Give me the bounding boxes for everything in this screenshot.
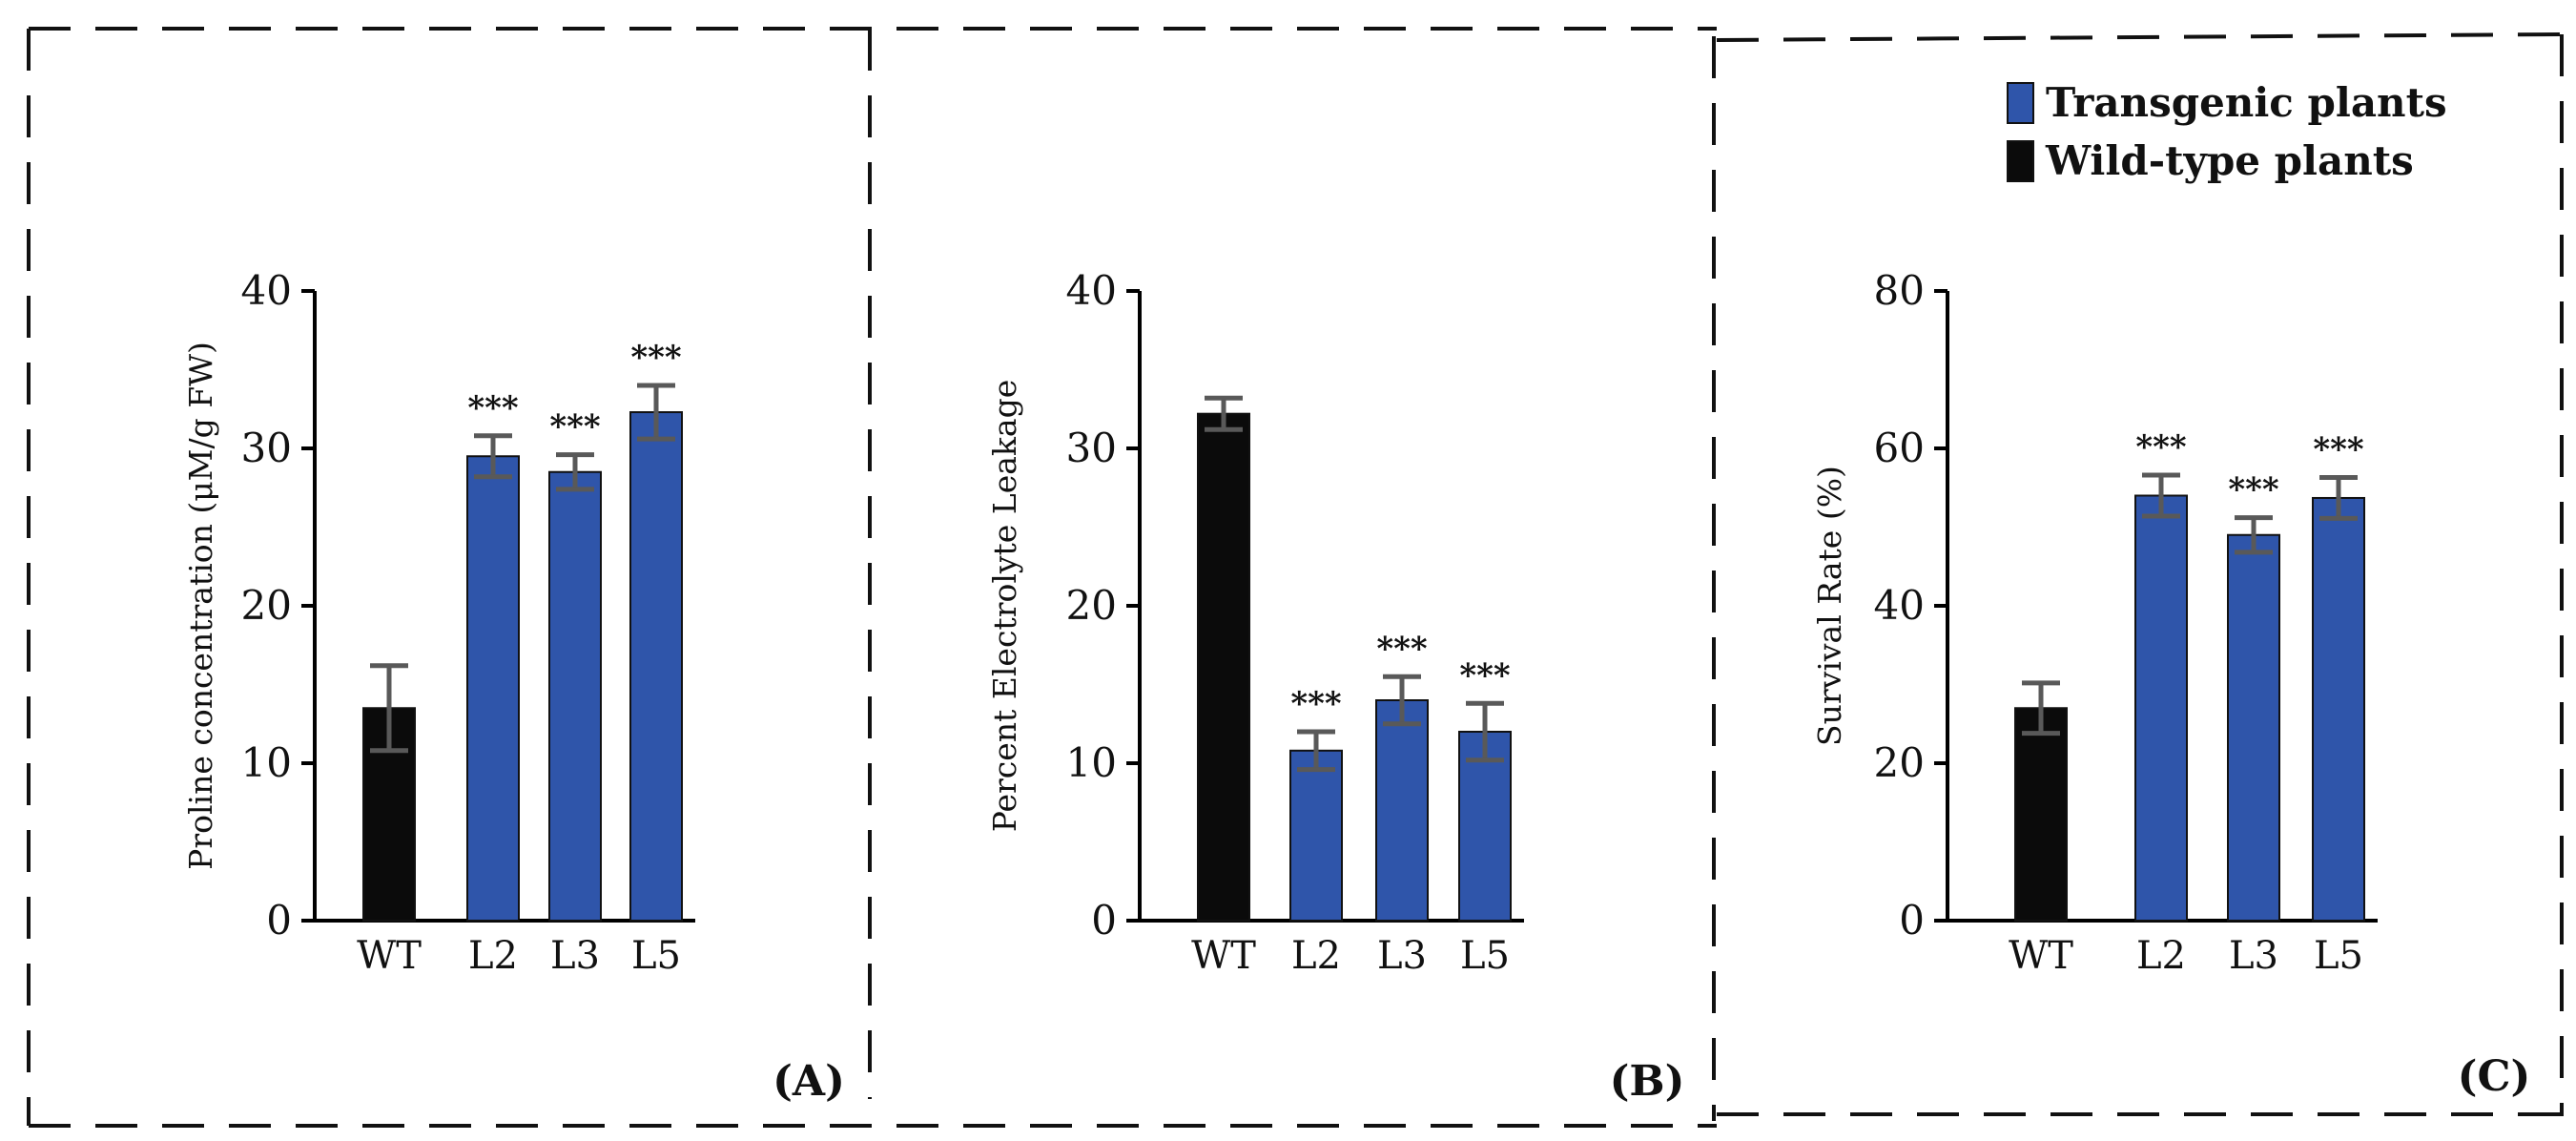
significance-label: *** [2313,431,2364,469]
frame-top-right [1716,32,2563,42]
legend: Transgenic plants Wild-type plants [2007,79,2447,184]
significance-label: *** [549,408,601,446]
legend-label-wild-type: Wild-type plants [2045,137,2414,184]
x-tick-label: L2 [468,934,518,978]
error-bar-l2 [474,433,512,480]
y-tick-label: 40 [1874,582,1925,629]
bar-l2 [2134,494,2188,922]
error-bar-l5 [1466,700,1504,763]
y-tick-label: 60 [1874,425,1925,471]
x-tick-label: L2 [2136,934,2186,978]
bar-l5 [1458,731,1512,922]
bar-wt [2014,707,2068,922]
significance-label: *** [2135,428,2187,467]
bar-l3 [1375,699,1429,922]
x-tick-label: L5 [631,934,681,978]
y-tick-label: 0 [1899,897,1925,944]
bar-l5 [629,411,683,922]
y-axis-label: Percent Electrolyte Leakage [986,380,1023,833]
error-bar-l2 [2142,472,2180,519]
y-tick-label: 20 [1066,582,1117,629]
y-axis-label: Survival Rate (%) [1811,466,1848,746]
bar-l3 [548,470,602,922]
y-tick-label: 20 [241,582,292,629]
panel-label: (C) [2458,1052,2531,1101]
y-tick-label: 40 [241,267,292,314]
error-bar-l3 [2235,515,2273,555]
error-bar-l5 [637,383,675,442]
y-tick-label: 0 [1091,897,1117,944]
error-bar-wt [370,663,408,754]
y-tick-label: 40 [1066,267,1117,314]
panel-frames [27,27,2564,1128]
x-tick-label: L3 [1377,934,1427,978]
significance-label: *** [1376,630,1428,668]
y-tick-label: 10 [1066,739,1117,786]
chart-panels: 0 10 20 30 40 Proline concentration (μM/g FW)… [182,267,2530,1106]
significance-label: *** [2228,471,2279,509]
significance-label: *** [1290,685,1342,723]
error-bar-l3 [1383,674,1421,727]
bar-l3 [2227,533,2280,922]
error-bar-l2 [1297,729,1335,773]
error-bar-l5 [2319,475,2358,521]
error-bar-wt [2022,680,2060,736]
legend-label-transgenic: Transgenic plants [2046,79,2447,126]
error-bar-wt [1205,395,1243,432]
x-tick-label: L5 [2314,934,2363,978]
x-tick-label: L5 [1460,934,1510,978]
legend-swatch-transgenic [2007,82,2034,124]
panel-label: (A) [773,1057,845,1106]
panel-label: (B) [1610,1057,1685,1106]
x-tick-label: WT [357,934,422,978]
x-tick-label: L2 [1291,934,1341,978]
legend-swatch-wild-type [2007,140,2034,182]
x-tick-label: WT [1191,934,1256,978]
y-tick-label: 0 [266,897,292,944]
x-tick-label: L3 [2229,934,2278,978]
chart-panel-b: 0 10 20 30 40 Percent Electrolyte Leakage WT **… [986,267,1684,1106]
bar-l2 [466,455,520,922]
y-tick-label: 30 [241,425,292,471]
y-tick-label: 20 [1874,739,1925,786]
significance-label: *** [1459,656,1511,695]
error-bar-l3 [556,452,594,492]
chart-panel-c: 0 20 40 60 80 Survival Rate (%) WT *** L2 *** L3 **… [1811,267,2530,1101]
bar-wt [1197,412,1250,922]
bar-l5 [2312,496,2365,922]
significance-label: *** [630,339,682,377]
y-axis-label: Proline concentration (μM/g FW) [182,342,219,870]
x-tick-label: L3 [550,934,600,978]
y-tick-label: 30 [1066,425,1117,471]
y-tick-label: 80 [1874,267,1925,314]
chart-panel-a: 0 10 20 30 40 Proline concentration (μM/g FW)… [182,267,845,1106]
significance-label: *** [467,389,519,427]
bar-l2 [1289,749,1343,922]
x-tick-label: WT [2009,934,2073,978]
y-tick-label: 10 [241,739,292,786]
